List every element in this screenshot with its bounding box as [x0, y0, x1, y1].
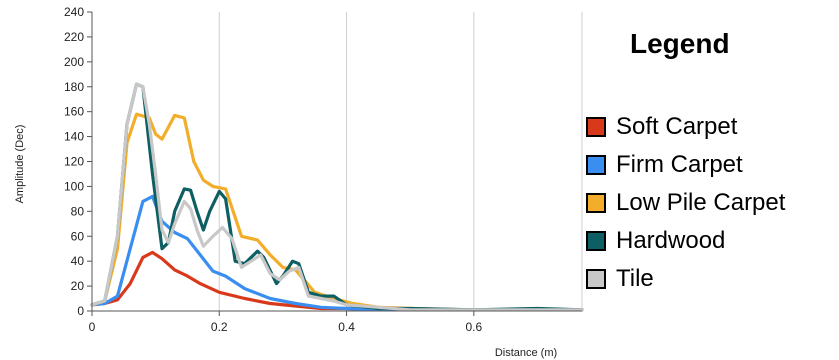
- y-tick-label: 200: [64, 55, 84, 69]
- x-tick-label: 0.2: [211, 320, 228, 334]
- legend-swatch: [586, 117, 606, 137]
- legend-label: Tile: [616, 265, 654, 292]
- y-tick-label: 0: [77, 304, 84, 318]
- x-axis-title: Distance (m): [495, 347, 557, 359]
- legend-label: Firm Carpet: [616, 151, 743, 178]
- y-tick-label: 20: [71, 279, 85, 293]
- y-tick-labels: 0 20 40 60 80 100 120 140 160 180 200 220 240: [64, 5, 92, 318]
- series-line-tile: [90, 82, 584, 312]
- legend-swatch: [586, 231, 606, 251]
- y-tick-label: 140: [64, 130, 84, 144]
- legend-title: Legend: [630, 28, 730, 59]
- y-tick-label: 220: [64, 30, 84, 44]
- y-tick-label: 180: [64, 80, 84, 94]
- legend-item-firm-carpet: Firm Carpet: [586, 151, 743, 178]
- y-tick-label: 40: [71, 254, 85, 268]
- series-line-hardwood: [90, 82, 584, 312]
- legend-label: Soft Carpet: [616, 113, 738, 140]
- x-tick-labels: 0 0.2 0.4 0.6: [89, 311, 482, 334]
- y-axis-title: Amplitude (Dec): [14, 125, 26, 204]
- legend-item-tile: Tile: [586, 265, 654, 292]
- legend-label: Hardwood: [616, 227, 726, 254]
- legend-swatch: [586, 269, 606, 289]
- legend-item-low-pile-carpet: Low Pile Carpet: [586, 189, 786, 216]
- grid-lines: [218, 12, 583, 311]
- series-lines: [90, 82, 584, 312]
- legend-item-hardwood: Hardwood: [586, 227, 726, 254]
- y-tick-label: 120: [64, 155, 84, 169]
- x-tick-label: 0: [89, 320, 96, 334]
- y-tick-label: 240: [64, 5, 84, 19]
- legend-swatch: [586, 193, 606, 213]
- y-tick-label: 60: [71, 229, 85, 243]
- y-tick-label: 100: [64, 179, 84, 193]
- legend-swatch: [586, 155, 606, 175]
- legend-label: Low Pile Carpet: [616, 189, 786, 216]
- x-tick-label: 0.6: [465, 320, 482, 334]
- plot-area: [92, 12, 582, 311]
- x-tick-label: 0.4: [338, 320, 355, 334]
- legend-item-soft-carpet: Soft Carpet: [586, 113, 738, 140]
- y-tick-label: 160: [64, 105, 84, 119]
- y-tick-label: 80: [71, 204, 85, 218]
